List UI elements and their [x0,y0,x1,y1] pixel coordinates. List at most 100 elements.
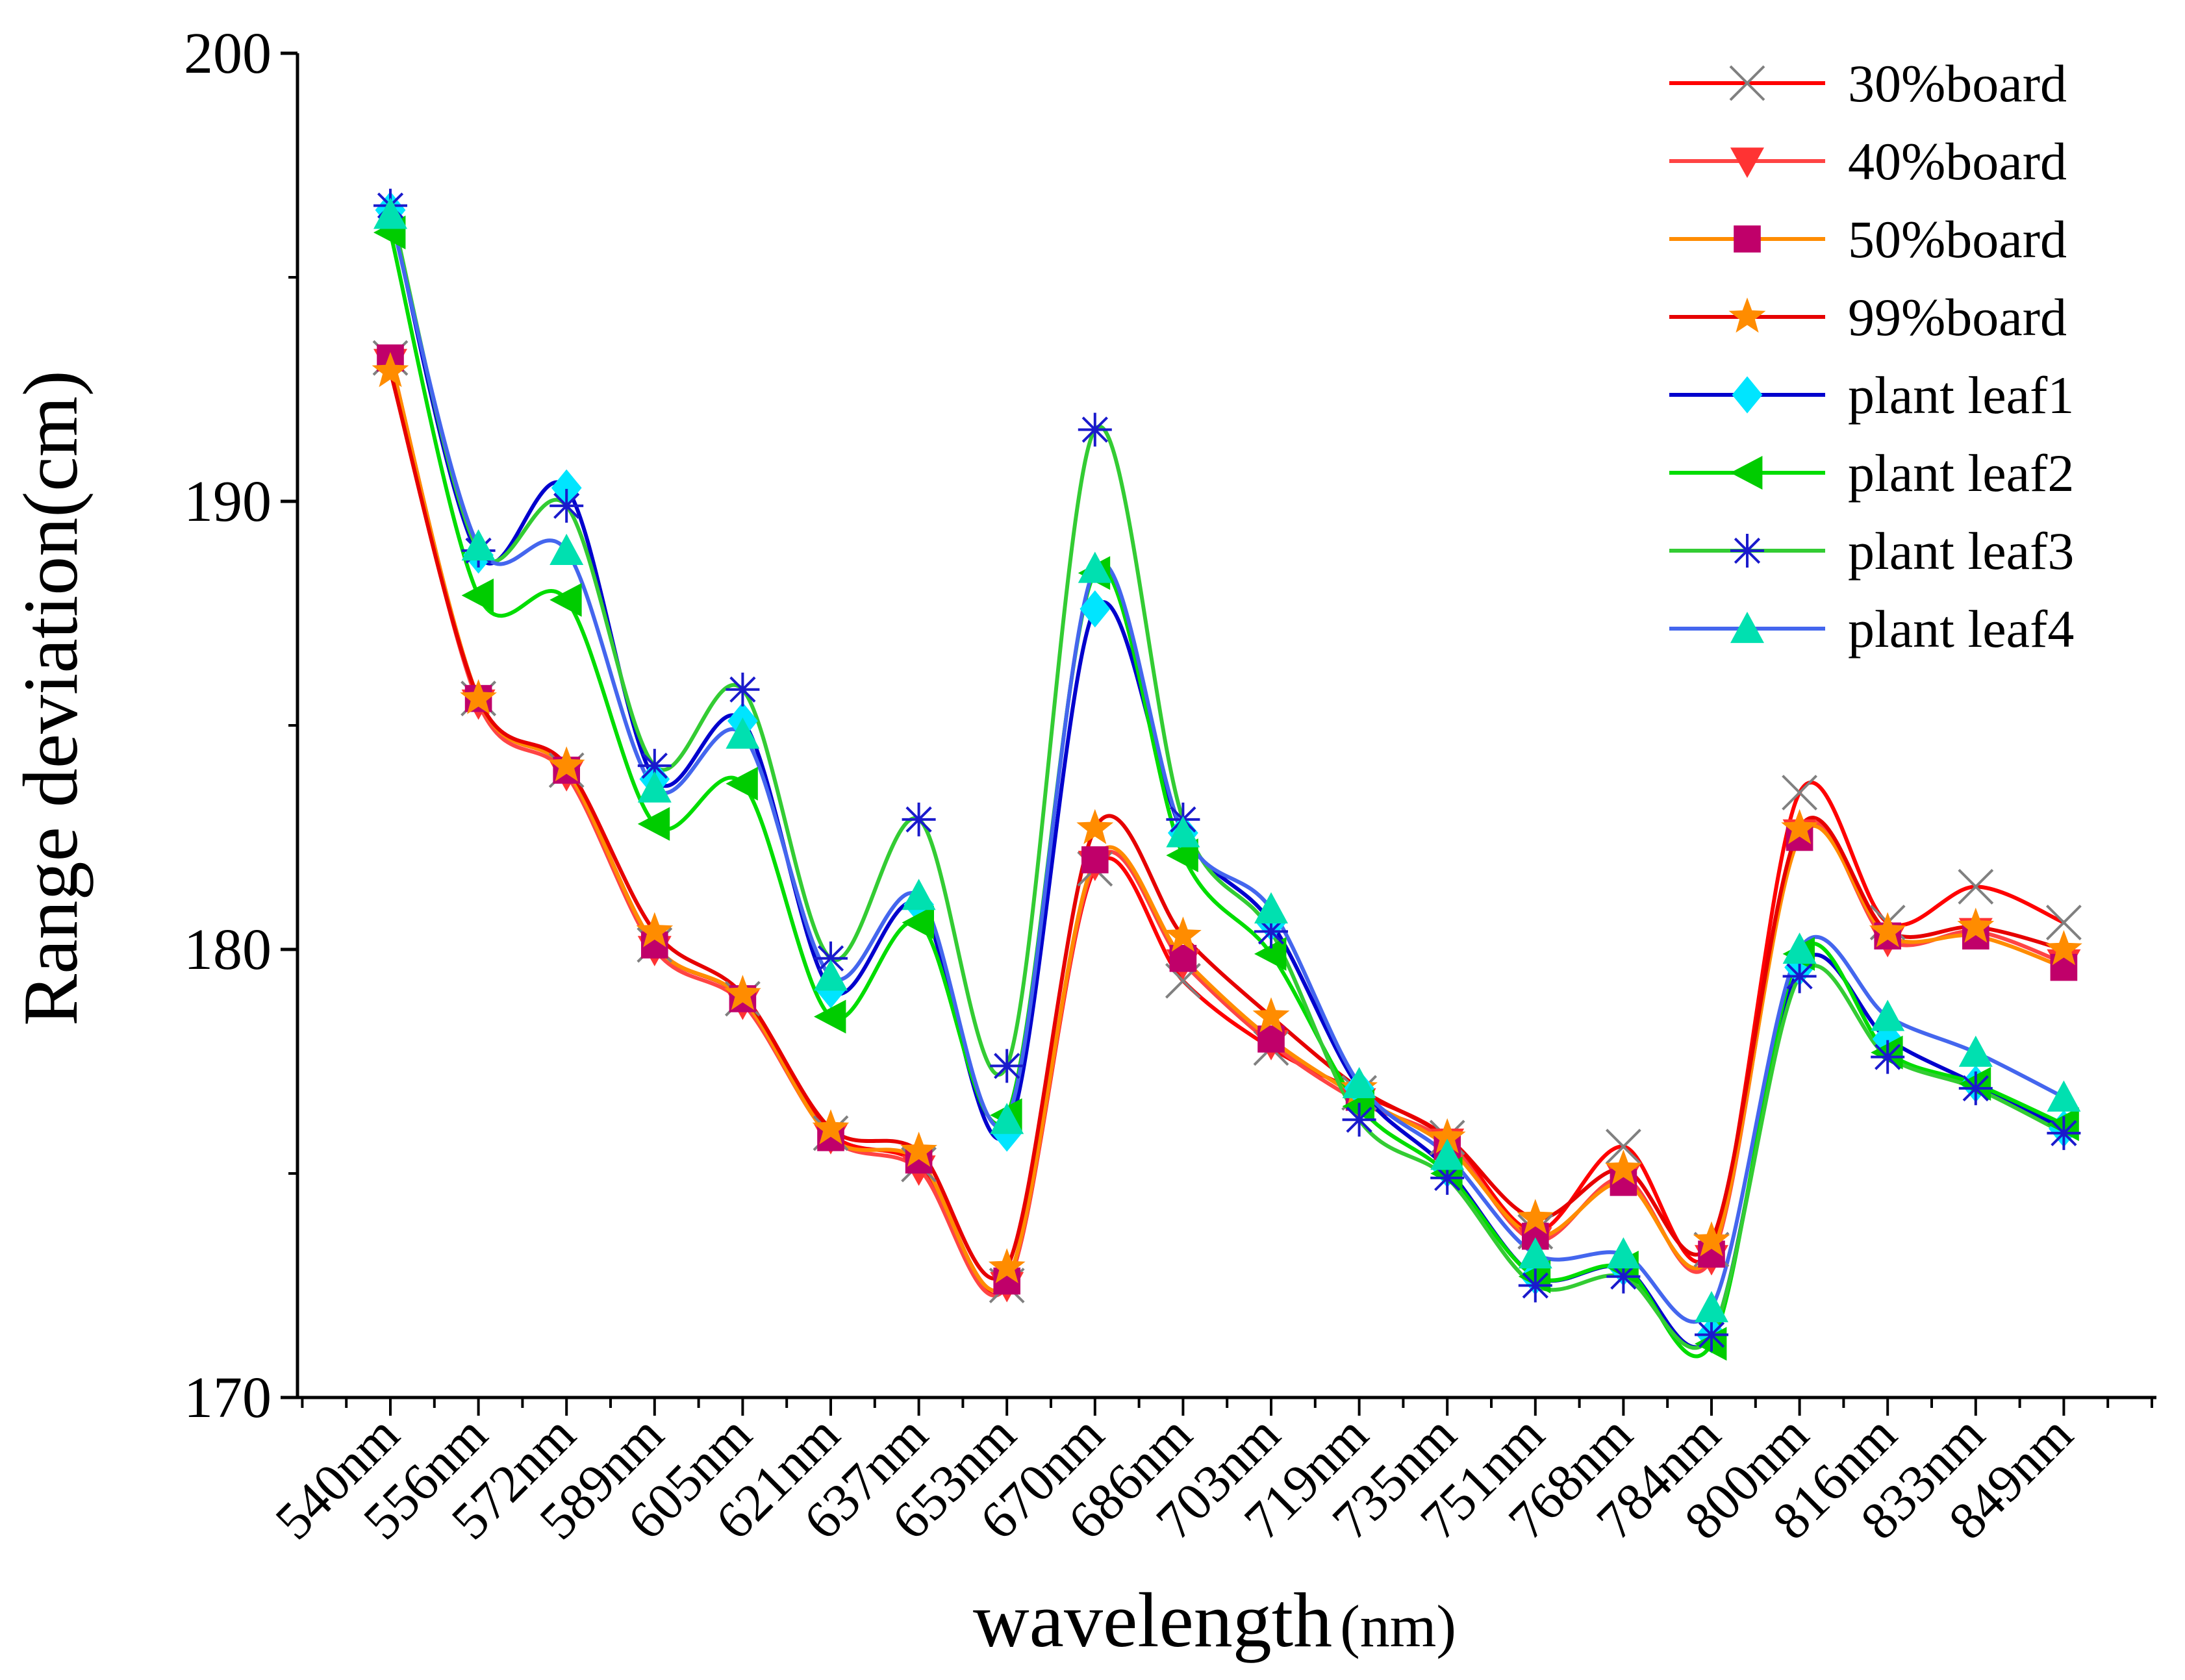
x-axis-title: wavelength (nm) [973,1577,1456,1663]
data-point-marker [460,679,497,714]
data-point-marker [1254,936,1287,971]
legend-label: 50%board [1848,210,2067,269]
legend-item: 40%board [1669,132,2067,191]
marker-layer [372,188,2082,1361]
data-point-marker [1166,816,1200,847]
data-point-marker [373,197,407,229]
data-point-marker [726,717,760,749]
series-line-6 [388,231,2066,1359]
legend-marker [1730,147,1764,178]
data-point-marker [1693,1221,1730,1257]
x-axis-title-main: wavelength [973,1577,1332,1663]
data-point-marker [1428,1118,1466,1153]
data-point-marker [988,1248,1026,1284]
data-point-marker [726,766,758,801]
data-point-marker [637,749,672,783]
y-tick-label: 170 [184,1366,272,1430]
data-point-marker [1957,907,1995,943]
legend-item: 99%board [1669,288,2067,347]
data-point-marker [1254,914,1288,949]
series-line-8 [388,212,2066,1324]
data-point-marker [1076,809,1114,844]
data-point-marker [990,1049,1024,1083]
data-point-marker [1869,912,1906,947]
data-point-marker [1606,1237,1641,1269]
data-point-marker [1872,1020,1903,1058]
legend-marker [1730,456,1763,490]
data-point-marker [1518,1268,1552,1303]
legend-item: plant leaf2 [1669,444,2074,503]
data-point-marker [636,912,674,947]
data-point-marker [1782,775,1818,810]
data-point-marker [1430,1160,1465,1195]
data-point-marker [1606,1259,1641,1294]
data-point-marker [814,999,846,1034]
data-point-marker [1695,1291,1728,1323]
legend-marker [1732,376,1763,414]
data-point-marker [814,941,848,975]
data-point-marker [814,959,848,991]
legend-item: plant leaf1 [1669,366,2074,425]
data-point-marker [637,771,672,803]
legend-item: 30%board [1669,54,2067,113]
legend-label: 99%board [1848,288,2067,347]
data-point-marker [726,672,760,707]
data-point-marker [1958,1071,1993,1105]
data-point-marker [1781,809,1818,844]
data-point-marker [1342,1103,1376,1137]
data-point-marker [2047,1116,2081,1150]
data-point-marker [902,879,936,910]
data-point-marker [549,488,584,523]
data-point-marker [461,529,496,561]
data-point-marker [1605,1129,1641,1165]
legend-label: plant leaf4 [1848,599,2074,658]
legend-marker [1734,225,1761,253]
x-axis-title-unit: (nm) [1340,1593,1456,1659]
data-point-marker [1958,868,1994,905]
data-point-marker [1078,551,1112,583]
y-tick-label: 200 [184,21,272,86]
data-point-marker [900,1131,937,1167]
data-point-marker [1605,1149,1642,1185]
data-point-marker [902,905,934,940]
data-point-marker [1430,1138,1465,1170]
data-point-marker [2050,953,2078,981]
data-point-marker [1080,590,1111,628]
legend-item: 50%board [1669,210,2067,269]
y-tick-label: 180 [184,918,272,982]
data-point-marker [990,1103,1024,1135]
data-point-marker [461,578,494,612]
data-point-marker [1871,1040,1905,1074]
legend-item: plant leaf4 [1669,599,2074,658]
data-point-marker [637,807,670,841]
legend-label: 40%board [1848,132,2067,191]
data-point-marker [2047,1080,2081,1112]
legend-marker [1730,612,1764,644]
data-point-marker [1782,959,1817,994]
tick-labels: 170180190200540nm556nm572nm589nm605nm621… [184,21,2084,1551]
series-line-4 [388,369,2066,1281]
data-point-marker [1958,1035,1993,1067]
legend-label: plant leaf1 [1848,366,2074,425]
data-point-marker [2045,905,2082,941]
data-point-marker [549,583,582,617]
data-point-marker [2045,930,2082,966]
data-point-marker [1342,1067,1376,1099]
legend-label: plant leaf3 [1848,521,2074,581]
data-point-marker [372,352,409,388]
legend-marker [1729,65,1765,101]
data-point-marker [1252,997,1290,1033]
data-point-marker [1517,1199,1554,1235]
data-point-marker [724,975,761,1010]
data-point-marker [1254,892,1288,923]
data-point-marker [1081,846,1109,873]
data-point-marker [902,802,936,836]
data-point-marker [812,1109,850,1145]
legend-marker [1730,534,1764,568]
y-tick-label: 190 [184,470,272,534]
data-point-marker [1165,916,1202,952]
data-point-marker [1782,933,1817,964]
data-point-marker [1871,999,1905,1031]
